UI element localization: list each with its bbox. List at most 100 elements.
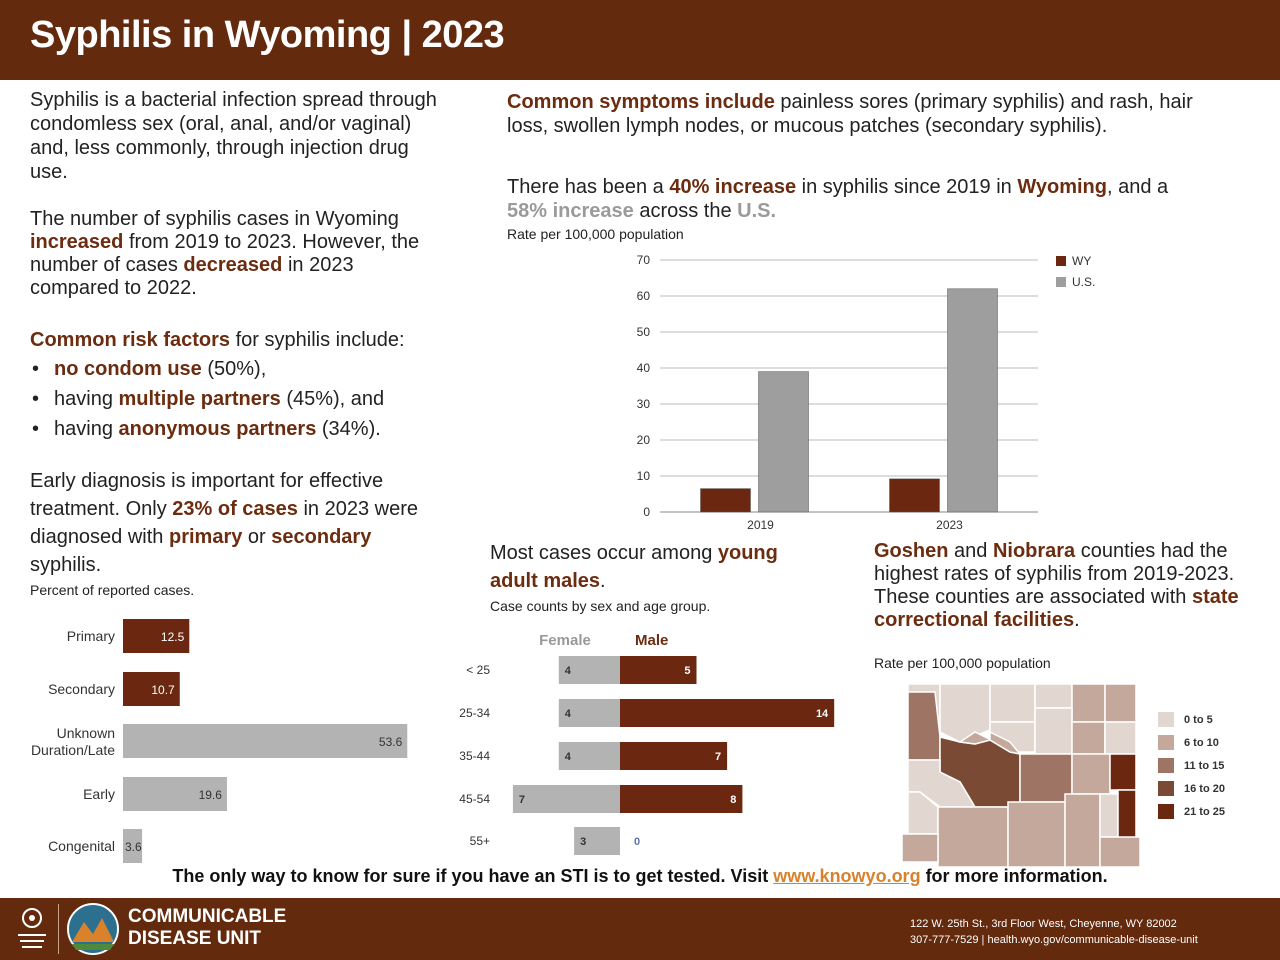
female-value: 4 [565,708,572,720]
legend-label: WY [1072,254,1091,268]
rate-chart-subtitle: Rate per 100,000 population [507,226,684,242]
age-paragraph: Most cases occur among young adult males… [490,542,778,592]
rate-bar-chart: 0 10 20 30 40 50 60 70 2019 2023 WY U.S. [637,253,1096,532]
list-item: no condom use (50%), [30,356,384,386]
risk-heading-text: for syphilis include: [230,329,405,351]
bar-us-2019 [758,371,809,513]
stage-bar [123,672,180,706]
age-group-label: < 25 [466,663,490,677]
female-value: 3 [580,836,586,848]
female-value: 4 [565,665,572,677]
category-label: Congenital [48,838,115,854]
y-tick-label: 50 [637,325,651,339]
footer-address: 122 W. 25th St., 3rd Floor West, Cheyenn… [910,918,1177,930]
page-header: Syphilis in Wyoming | 2023 [0,0,1280,80]
stage-bar [123,724,408,758]
intro-paragraph: Syphilis is a bacterial infection spread… [30,89,437,183]
map-legend-swatches [1158,712,1174,819]
value-label: 19.6 [199,788,223,802]
female-bar [558,699,620,727]
female-bar [512,785,620,813]
female-bar [558,656,620,684]
risk-heading-bold: Common risk factors [30,329,231,351]
legend-label: 16 to 20 [1184,783,1225,795]
y-tick-label: 10 [637,469,651,483]
male-value: 0 [634,836,640,848]
stage-bar-chart: Primary 12.5 Secondary 10.7 UnknownDuration/… [31,619,408,863]
female-bar [574,827,620,855]
category-label: Primary [67,628,115,644]
y-tick-label: 30 [637,397,651,411]
trend-paragraph: The number of syphilis cases in Wyoming … [30,208,430,300]
legend-swatch-3 [1158,781,1174,796]
y-tick-label: 20 [637,433,651,447]
diagnosis-paragraph: Early diagnosis is important for effecti… [30,470,418,576]
counties-paragraph: Goshen and Niobrara counties had the hig… [874,540,1239,631]
risk-list: no condom use (50%), having multiple par… [30,356,384,446]
trend-increased: increased [30,231,124,253]
list-item: having anonymous partners (34%). [30,416,384,446]
age-sex-chart: Female Male < 25 4 5 25-34 4 14 35-44 4 7 45-54 7 8 55… [459,632,835,855]
bar-wy-2023 [889,478,940,513]
female-value: 7 [519,794,525,806]
male-bar [620,699,835,727]
map-subtitle: Rate per 100,000 population [874,655,1051,671]
category-label: Early [83,786,115,802]
female-value: 4 [565,751,572,763]
male-value: 5 [684,665,690,677]
category-label: Secondary [48,681,115,697]
legend-label: U.S. [1072,275,1095,289]
y-tick-label: 60 [637,289,651,303]
trend-text: from 2019 to 2023. However, the number o… [30,231,420,276]
stage-bar [123,619,190,653]
value-label: 3.6 [125,840,142,854]
y-tick-label: 70 [637,253,651,267]
category-label: Unknown [57,725,115,741]
age-group-label: 35-44 [459,749,490,763]
page-title: Syphilis in Wyoming | 2023 [30,14,505,56]
cta-text: for more information. [920,866,1108,886]
legend-swatch [1056,277,1066,287]
legend-swatch-0 [1158,712,1174,727]
legend-swatch-1 [1158,735,1174,750]
unit-name-line: COMMUNICABLE [128,906,287,927]
value-label: 53.6 [379,735,403,749]
state-health-logo [18,908,46,948]
footer-contact: 122 W. 25th St., 3rd Floor West, Cheyenn… [910,916,1250,948]
age-group-label: 45-54 [459,792,490,806]
trend-decreased: decreased [183,254,283,276]
age-chart-subtitle: Case counts by sex and age group. [490,598,711,614]
male-bar [620,742,728,770]
legend-swatch-4 [1158,804,1174,819]
legend-label: 11 to 15 [1184,760,1225,772]
value-label: 12.5 [161,630,185,644]
female-bar [558,742,620,770]
unit-name: COMMUNICABLE DISEASE UNIT [128,906,286,950]
knowyo-link[interactable]: www.knowyo.org [773,866,921,886]
age-group-label: 55+ [470,834,490,848]
legend-label: 6 to 10 [1184,737,1219,749]
increase-paragraph: There has been a 40% increase in syphili… [507,176,1169,222]
male-bar [620,656,697,684]
legend-label: 0 to 5 [1184,714,1213,726]
footer-divider [58,904,59,954]
cta-text: The only way to know for sure if you hav… [172,866,774,886]
male-value: 7 [715,751,721,763]
male-value: 8 [730,794,736,806]
footer-phone-web: 307-777-7529 | health.wyo.gov/communicab… [910,934,1198,946]
category-label: Duration/Late [31,742,115,758]
list-item: having multiple partners (45%), and [30,386,384,416]
x-tick-label: 2023 [936,518,963,532]
symptoms-paragraph: Common symptoms include painless sores (… [507,91,1193,137]
legend-swatch-2 [1158,758,1174,773]
y-tick-label: 40 [637,361,651,375]
bar-wy-2019 [700,488,751,513]
age-group-label: 25-34 [459,706,490,720]
female-header: Female [539,632,591,649]
x-tick-label: 2019 [747,518,774,532]
stage-bar [123,777,227,811]
cdu-logo [67,903,119,955]
page-footer: COMMUNICABLE DISEASE UNIT 122 W. 25th St… [0,898,1280,960]
legend-label: 21 to 25 [1184,806,1225,818]
trend-text: The number of syphilis cases in Wyoming [30,208,399,230]
